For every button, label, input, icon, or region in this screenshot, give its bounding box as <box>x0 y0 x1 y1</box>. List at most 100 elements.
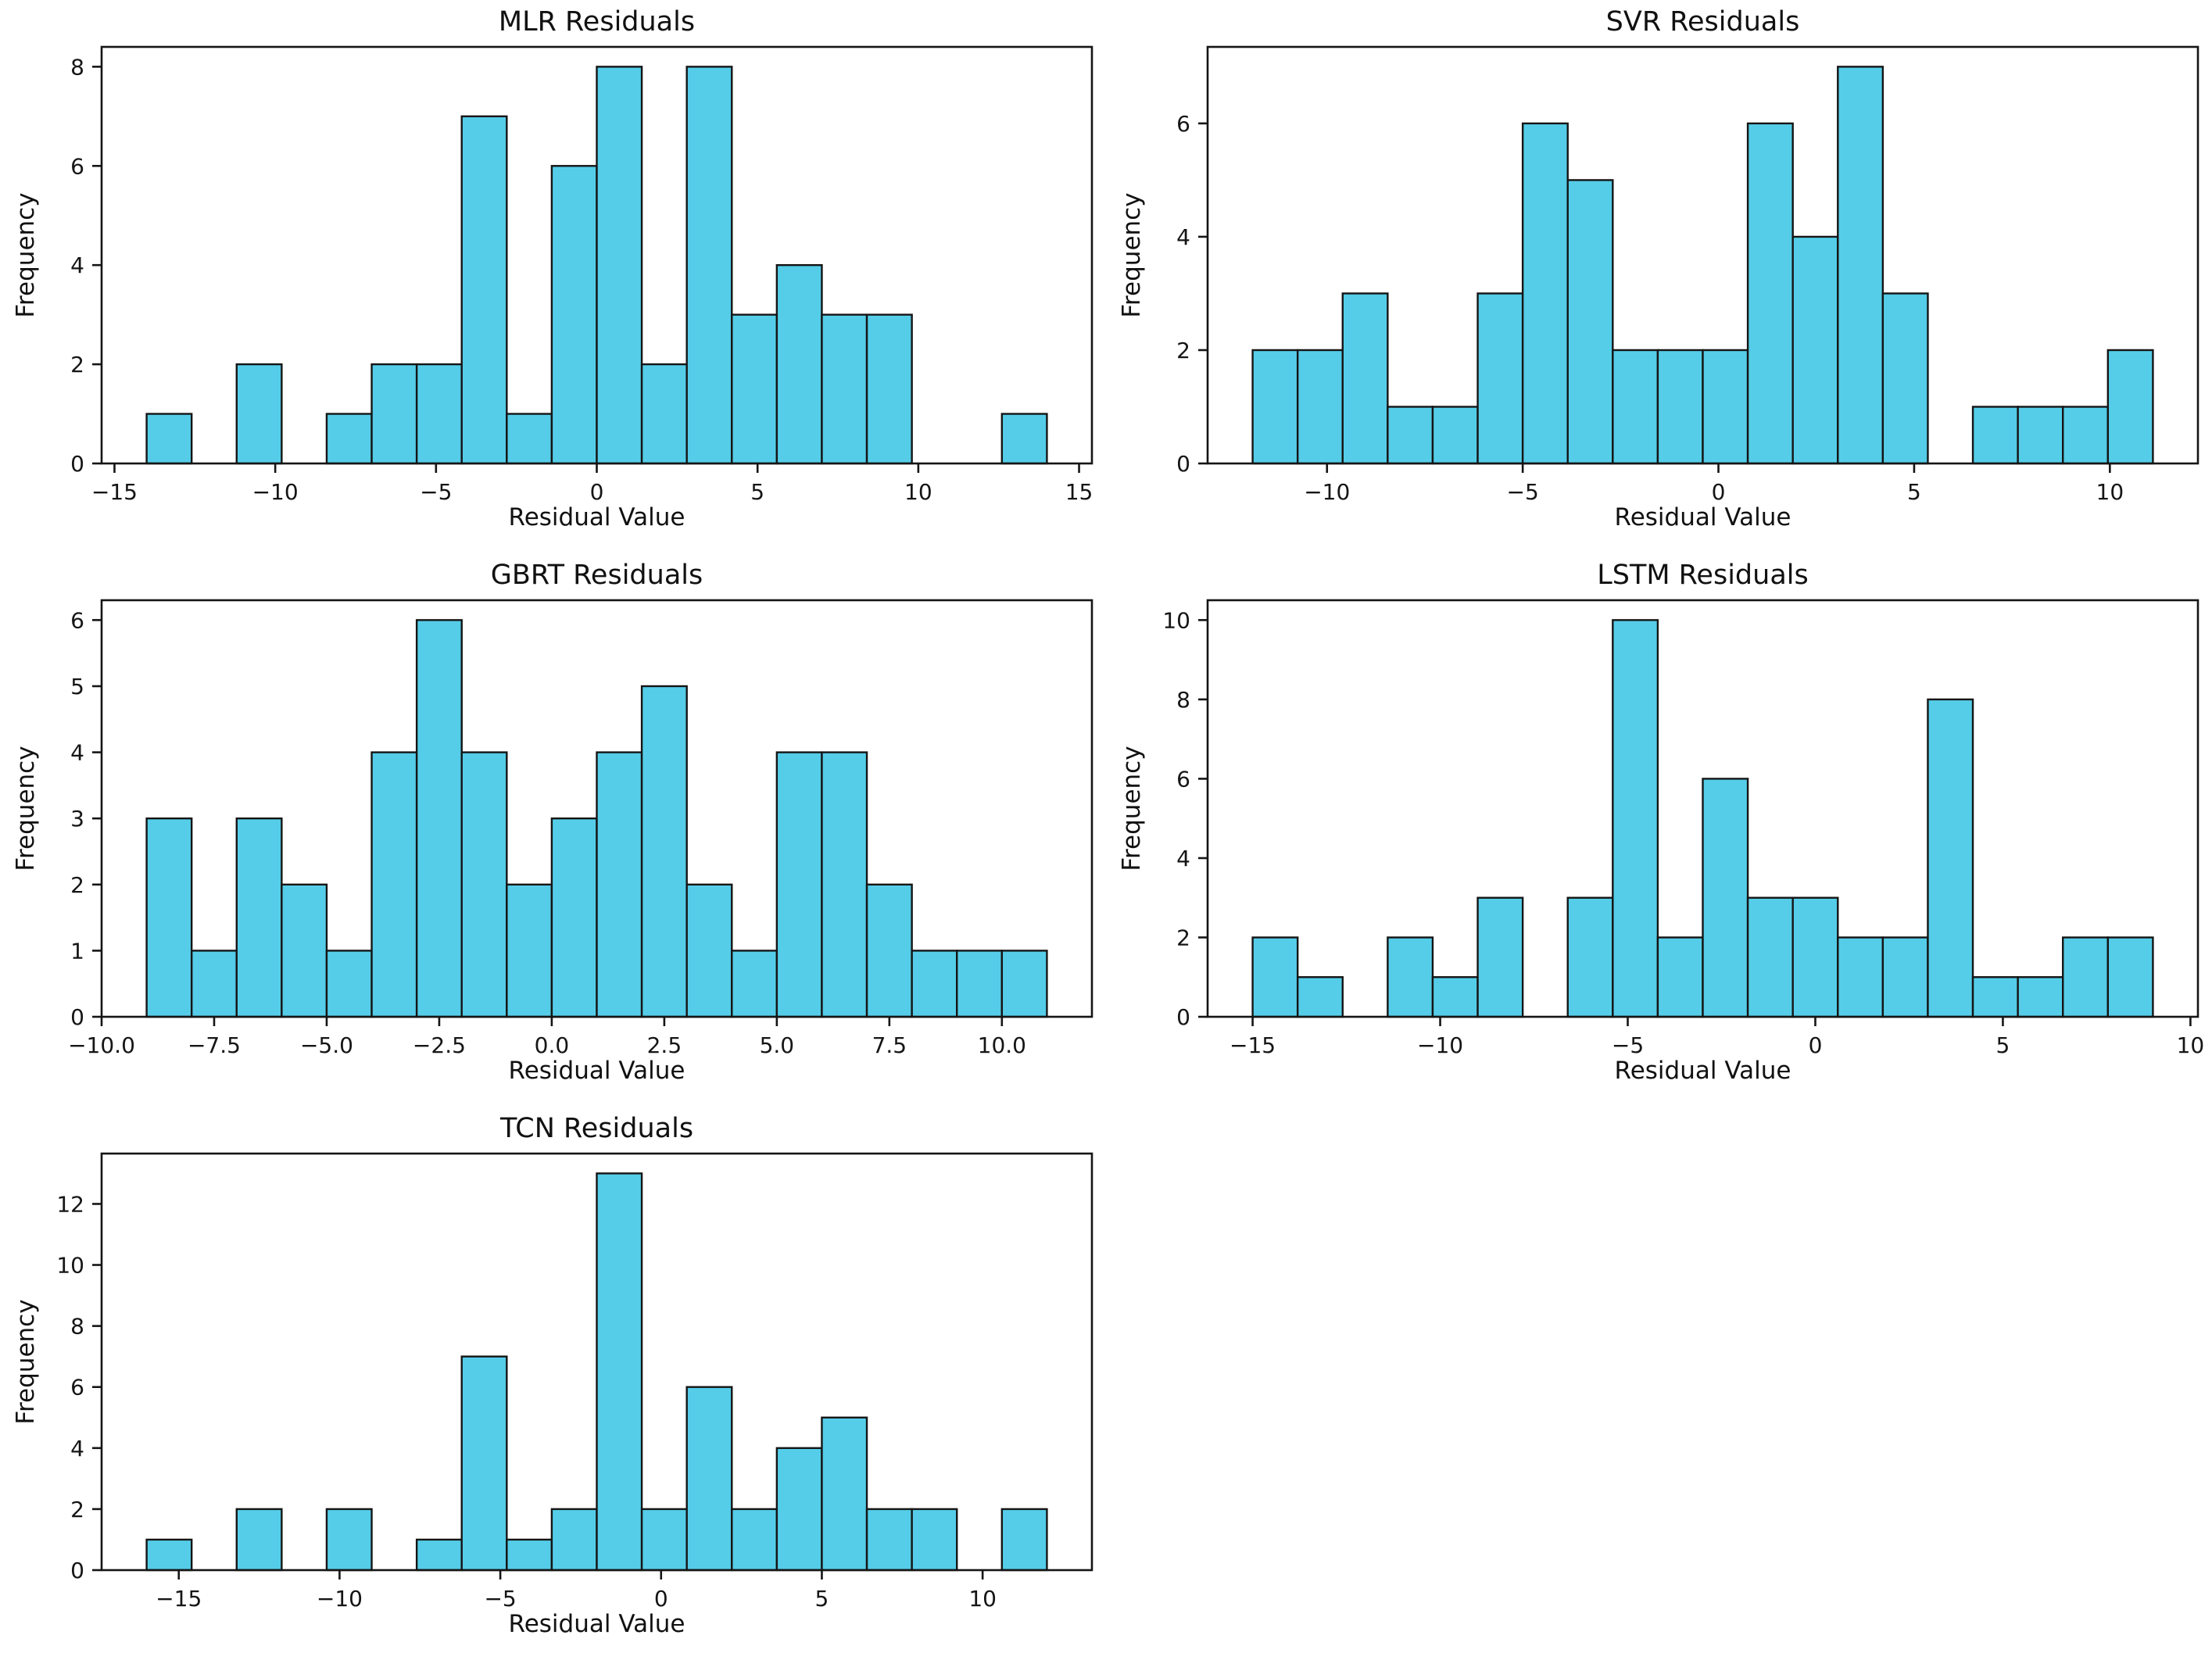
histogram-bar <box>1521 122 1569 465</box>
x-tick-label: −7.5 <box>188 1032 241 1058</box>
chart-svr-residuals: SVR Residuals Frequency −10 −5 0 5 10 0 2 4 6 Re… <box>1106 0 2212 553</box>
x-tick-label: 0 <box>1809 1032 1823 1058</box>
histogram-bar <box>865 883 913 1018</box>
histogram-bar <box>775 751 823 1018</box>
x-tick-label: −5 <box>1612 1032 1644 1058</box>
histogram-bar <box>956 950 1004 1018</box>
x-tick-label: −5 <box>420 479 452 505</box>
histogram-bar <box>821 1416 868 1572</box>
histogram-bar <box>1566 896 1614 1018</box>
chart-tcn-residuals: TCN Residuals Frequency −15 −10 −5 0 5 10 0 2 4 6… <box>0 1107 1106 1660</box>
y-tick-label: 0 <box>1176 1004 1190 1030</box>
x-tick-label: −15 <box>91 479 138 505</box>
y-tick-label: 3 <box>70 806 84 832</box>
y-tick-label: 10 <box>1162 607 1190 633</box>
x-tick-label: 10 <box>2177 1032 2205 1058</box>
histogram-bar <box>596 751 643 1018</box>
chart-mlr-residuals: MLR Residuals Frequency −15 −10 −5 0 5 10 15 0 2… <box>0 0 1106 553</box>
histogram-bar <box>550 1508 598 1572</box>
histogram-bar <box>775 1447 823 1572</box>
x-tick-label: −5 <box>484 1586 516 1612</box>
empty-cell <box>1106 1107 2212 1660</box>
y-tick-label: 6 <box>1176 111 1190 137</box>
x-tick-label: 5 <box>1907 479 1921 505</box>
histogram-bar <box>685 883 733 1018</box>
chart-title: TCN Residuals <box>499 1113 694 1144</box>
histogram-bar <box>460 115 508 465</box>
histogram-bar <box>1881 292 1929 465</box>
histogram-bar <box>1251 349 1299 465</box>
histogram-bar <box>145 817 193 1018</box>
histogram-bar <box>1431 406 1479 465</box>
histogram-bar <box>1791 235 1839 465</box>
x-tick-label: 0 <box>1712 479 1726 505</box>
x-axis-label: Residual Value <box>1614 503 1791 531</box>
histogram-bar <box>1971 976 2019 1018</box>
histogram-bar <box>2062 406 2110 465</box>
histogram-bar <box>415 363 463 465</box>
histogram-bar <box>1927 698 1974 1018</box>
histogram-bar <box>281 883 328 1018</box>
plot-border <box>1206 599 2199 1018</box>
histogram-bar <box>550 165 598 465</box>
histogram-bar <box>865 313 913 465</box>
y-tick-label: 4 <box>1176 846 1190 871</box>
histogram-plot: −15 −10 −5 0 5 10 0 2 4 6 8 10 12 <box>56 1152 1093 1612</box>
x-tick-label: 0 <box>654 1586 668 1612</box>
histogram-bar <box>1000 1508 1048 1572</box>
histogram-bar <box>325 950 373 1018</box>
histogram-bar <box>1656 349 1704 465</box>
histogram-bar <box>1431 976 1479 1018</box>
histogram-bar <box>415 1538 463 1572</box>
histogram-bar <box>1881 936 1929 1018</box>
histogram-bar <box>731 313 778 465</box>
y-tick-label: 6 <box>1176 766 1190 792</box>
x-tick-label: 5 <box>1996 1032 2010 1058</box>
y-tick-label: 6 <box>70 153 84 179</box>
histogram-bar <box>865 1508 913 1572</box>
y-tick-label: 4 <box>1176 224 1190 250</box>
x-tick-label: −2.5 <box>413 1032 466 1058</box>
x-axis-label: Residual Value <box>508 1610 685 1638</box>
histogram-bar <box>235 817 283 1018</box>
histogram-bar <box>1251 936 1299 1018</box>
histogram-bar <box>1612 349 1659 465</box>
y-tick-label: 5 <box>70 674 84 699</box>
histogram-bar <box>685 66 733 465</box>
histogram-bar <box>1656 936 1704 1018</box>
y-tick-label: 2 <box>70 352 84 377</box>
chart-title: GBRT Residuals <box>490 560 703 591</box>
histogram-bar <box>1296 976 1344 1018</box>
histogram-bar <box>821 313 868 465</box>
x-tick-label: 10.0 <box>978 1032 1026 1058</box>
histogram-bar <box>596 1172 643 1572</box>
x-tick-label: 10 <box>904 479 932 505</box>
histogram-bar <box>775 263 823 465</box>
histogram-bar <box>145 1538 193 1572</box>
histogram-plot: −15 −10 −5 0 5 10 0 2 4 6 8 10 <box>1162 599 2205 1058</box>
histogram-bar <box>550 817 598 1018</box>
y-tick-label: 12 <box>56 1191 84 1217</box>
histogram-bar <box>1837 936 1884 1018</box>
x-axis-label: Residual Value <box>508 503 685 531</box>
y-tick-label: 4 <box>70 740 84 766</box>
chart-gbrt-residuals: GBRT Residuals Frequency −10.0 −7.5 −5.0 −2… <box>0 553 1106 1107</box>
y-tick-label: 6 <box>70 1375 84 1401</box>
chart-title: SVR Residuals <box>1605 6 1800 38</box>
x-tick-label: 2.5 <box>647 1032 682 1058</box>
y-tick-label: 0 <box>70 451 84 477</box>
histogram-bar <box>911 950 958 1018</box>
y-tick-label: 8 <box>70 54 84 80</box>
y-tick-label: 2 <box>70 872 84 898</box>
histogram-bar <box>2062 936 2110 1018</box>
histogram-bar <box>640 363 688 465</box>
histogram-bar <box>1296 349 1344 465</box>
histogram-bar <box>2017 406 2064 465</box>
histogram-bar <box>460 1355 508 1572</box>
histogram-bar <box>731 1508 778 1572</box>
histogram-bar <box>325 1508 373 1572</box>
histogram-bar <box>190 950 238 1018</box>
y-tick-label: 10 <box>56 1253 84 1279</box>
histogram-bar <box>145 413 193 465</box>
